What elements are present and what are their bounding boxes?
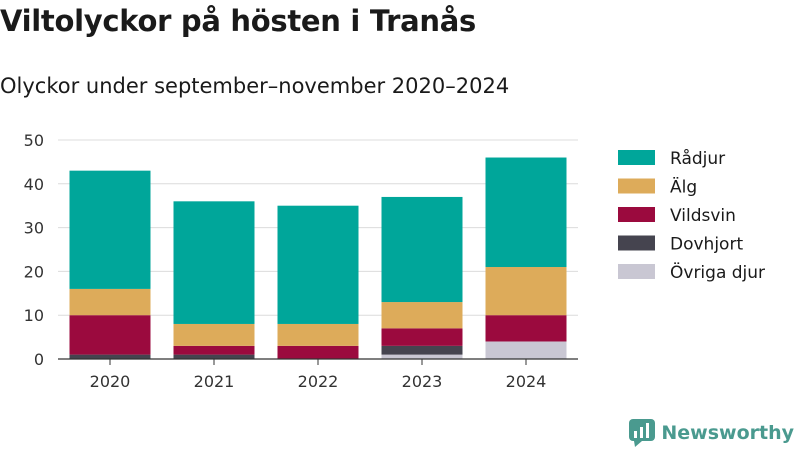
y-tick-label: 30 (24, 219, 44, 238)
legend-swatch (618, 150, 655, 165)
bar-segment (381, 345, 463, 355)
legend-label: Övriga djur (670, 261, 765, 283)
y-tick-label: 0 (34, 350, 44, 369)
bar-segment (277, 345, 359, 359)
legend-swatch (618, 235, 655, 251)
bar-segment (69, 288, 151, 316)
brand-name: Newsworthy (661, 422, 794, 444)
bar-segment (381, 302, 463, 329)
x-tick-label: 2023 (402, 372, 443, 391)
x-tick-label: 2020 (90, 372, 131, 391)
bar-segment (69, 315, 151, 355)
newsworthy-logo-icon (629, 419, 656, 447)
bar-segment (173, 354, 255, 359)
y-tick-label: 10 (24, 306, 44, 325)
bar-segment (69, 170, 151, 289)
bar-segment (277, 205, 359, 324)
bar-segment (173, 323, 255, 346)
y-tick-label: 50 (24, 131, 44, 150)
x-tick-label: 2024 (506, 372, 547, 391)
y-tick-label: 20 (24, 262, 44, 281)
bar-segment (485, 267, 567, 316)
chart-subtitle: Olyckor under september–november 2020–20… (0, 74, 510, 98)
x-tick-label: 2022 (298, 372, 339, 391)
bar-segment (277, 323, 359, 346)
legend: Rådjur Älg Vildsvin Dovhjort Övriga djur (618, 148, 765, 283)
bar-segment (69, 354, 151, 359)
legend-label: Vildsvin (670, 206, 736, 226)
legend-swatch (618, 178, 655, 194)
bars (69, 157, 567, 359)
brand: Newsworthy (629, 419, 794, 447)
axes: 0 10 20 30 40 50 2020 2021 2022 2023 2024 (24, 131, 578, 391)
bar-segment (173, 345, 255, 355)
bar-segment (173, 201, 255, 324)
chart-title: Viltolyckor på hösten i Tranås (0, 4, 476, 38)
x-tick-label: 2021 (194, 372, 235, 391)
legend-label: Älg (670, 177, 697, 198)
bar-segment (485, 315, 567, 342)
bar-segment (381, 354, 463, 359)
bar-segment (381, 196, 463, 303)
bar-segment (381, 328, 463, 346)
bar-segment (485, 157, 567, 268)
legend-swatch (618, 264, 655, 279)
bar-segment (485, 341, 567, 359)
y-tick-label: 40 (24, 175, 44, 194)
legend-swatch (618, 207, 655, 222)
legend-label: Dovhjort (670, 235, 743, 255)
legend-label: Rådjur (670, 148, 725, 169)
